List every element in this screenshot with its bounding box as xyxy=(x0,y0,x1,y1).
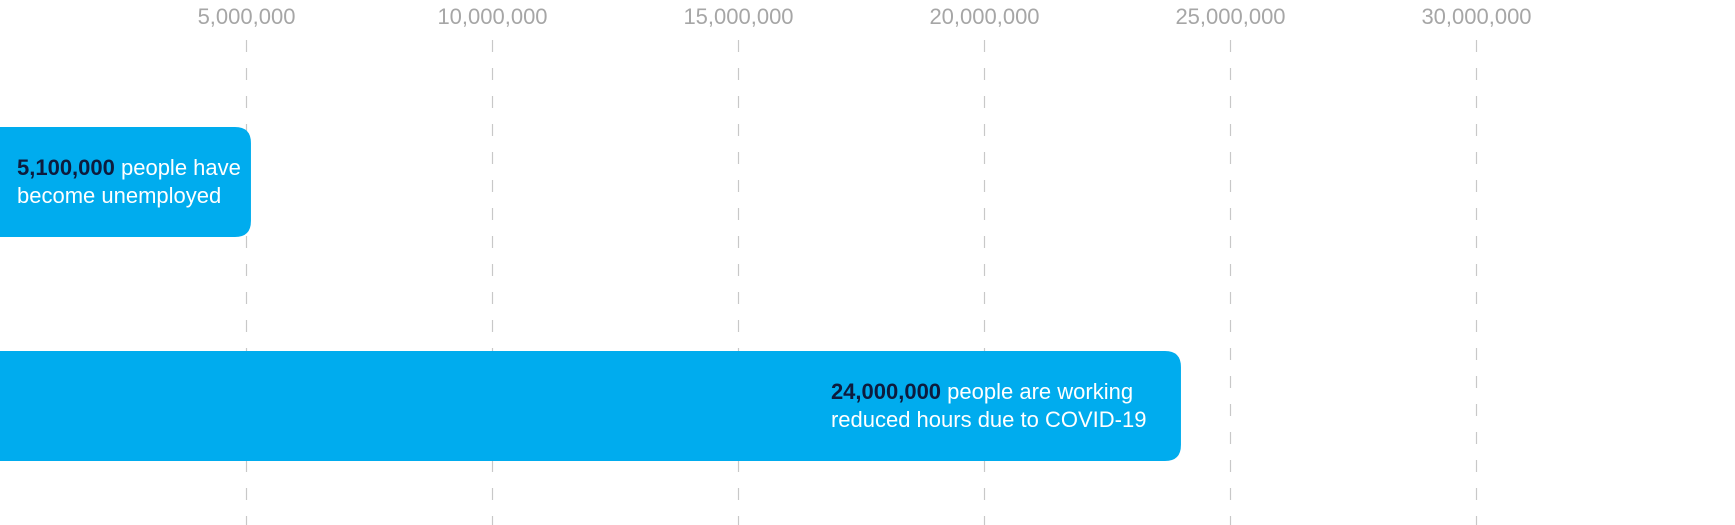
x-tick-label-1: 10,000,000 xyxy=(437,4,547,29)
bar-label-unemployed: 5,100,000 people have become unemployed xyxy=(17,154,241,210)
x-tick-label-0: 5,000,000 xyxy=(198,4,296,29)
bar-text-line1-unemployed: people have xyxy=(114,155,241,180)
x-axis-tick-labels: 5,000,000 10,000,000 15,000,000 20,000,000 2… xyxy=(198,4,1532,29)
bar-text-line2-reduced-hours: reduced hours due to COVID-19 xyxy=(830,407,1147,432)
x-tick-label-3: 20,000,000 xyxy=(929,4,1039,29)
x-tick-label-2: 15,000,000 xyxy=(683,4,793,29)
bar-label-reduced-hours: 24,000,000 people are working reduced ho… xyxy=(831,378,1147,434)
bar-reduced-hours xyxy=(0,351,1181,461)
bar-value-unemployed: 5,100,000 xyxy=(17,155,115,180)
bar-value-reduced-hours: 24,000,000 xyxy=(830,379,942,404)
bars xyxy=(0,127,1181,461)
x-tick-label-4: 25,000,000 xyxy=(1175,4,1285,29)
bar-text-line2-unemployed: become unemployed xyxy=(17,183,222,208)
bar-text-line1-reduced-hours: people are working xyxy=(941,379,1134,404)
bar-unemployed xyxy=(0,127,251,237)
x-tick-label-5: 30,000,000 xyxy=(1421,4,1531,29)
